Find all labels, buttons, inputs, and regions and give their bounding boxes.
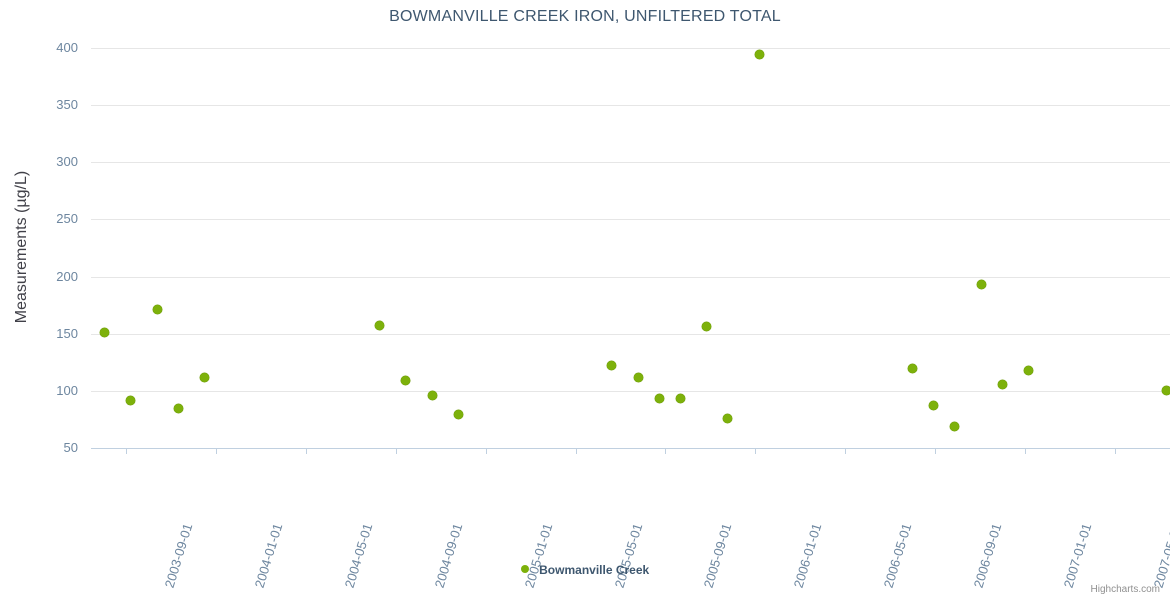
y-axis-title: Measurements (µg/L) [13,170,30,324]
data-point[interactable] [929,401,939,411]
data-point[interactable] [675,394,685,404]
credits-label: Highcharts.com [1090,584,1160,595]
data-point[interactable] [1024,365,1034,375]
legend-item-label: Bowmanville Creek [539,562,650,577]
gridline [91,333,1170,335]
x-axis-tick-mark [215,448,217,454]
gridline [91,162,1170,164]
y-axis-tick-label: 400 [56,40,78,55]
chart-title: BOWMANVILLE CREEK IRON, UNFILTERED TOTAL [389,8,781,25]
x-axis-tick-label: 2006-05-01 [880,521,915,590]
x-axis-tick-mark [1025,448,1027,454]
x-axis-tick-mark [1115,448,1117,454]
data-point[interactable] [908,363,918,373]
x-axis-tick-label: 2004-09-01 [431,521,466,590]
x-axis-tick-mark [665,448,667,454]
x-axis-tick-label: 2004-01-01 [251,521,286,590]
data-point[interactable] [950,421,960,431]
legend-item-bowmanville-creek[interactable]: Bowmanville Creek [520,562,650,577]
data-point[interactable] [723,413,733,423]
data-point[interactable] [702,322,712,332]
x-axis-line [91,448,1170,449]
y-axis-tick-label: 250 [56,211,78,227]
data-point[interactable] [126,395,136,405]
gridline [91,48,1170,49]
x-axis-tick-mark [845,448,847,454]
x-axis-tick-mark [935,448,937,454]
gridline [91,390,1170,392]
x-axis-tick-label: 2005-05-01 [611,521,645,590]
x-axis-tick-label: 2003-09-01 [161,521,196,590]
x-axis-tick-mark [395,448,397,454]
data-point[interactable] [654,394,664,404]
x-axis-tick-label: 2005-01-01 [521,521,556,590]
data-point[interactable] [997,379,1007,389]
data-point[interactable] [152,305,162,315]
x-axis-tick-mark [575,448,577,454]
data-point[interactable] [401,376,411,386]
data-point[interactable] [174,403,184,413]
x-axis-tick-label: 2006-09-01 [970,521,1005,590]
y-axis-tick-label: 150 [56,325,78,341]
plot-area [91,48,1170,449]
legend-marker-icon [520,564,529,573]
x-axis-tick-label: 2007-01-01 [1060,521,1095,590]
x-axis-tick-mark [755,448,757,454]
data-point[interactable] [427,390,437,400]
data-point[interactable] [453,410,463,420]
y-axis-tick-label: 50 [63,440,78,455]
y-axis-tick-label: 300 [56,154,78,170]
data-point[interactable] [755,50,765,60]
x-axis-tick-label: 2004-05-01 [341,521,376,590]
y-axis-tick-label: 100 [56,382,78,398]
x-axis-tick-label: 2006-01-01 [790,521,825,590]
data-point[interactable] [374,321,384,331]
data-point[interactable] [200,372,210,382]
y-axis-tick-label: 350 [56,97,78,113]
data-point[interactable] [607,361,617,371]
data-point[interactable] [976,280,986,290]
data-point[interactable] [1161,386,1170,396]
data-point[interactable] [633,372,643,382]
gridline [91,276,1170,278]
y-axis-tick-label: 200 [56,268,78,284]
x-axis-tick-label: 2005-09-01 [701,521,735,590]
x-axis-tick-mark [125,448,127,454]
gridline [91,105,1170,107]
gridline [91,219,1170,221]
x-axis-tick-mark [485,448,487,454]
x-axis-tick-mark [305,448,307,454]
chart-legend: Bowmanville Creek [0,562,1170,577]
data-point[interactable] [100,328,110,338]
